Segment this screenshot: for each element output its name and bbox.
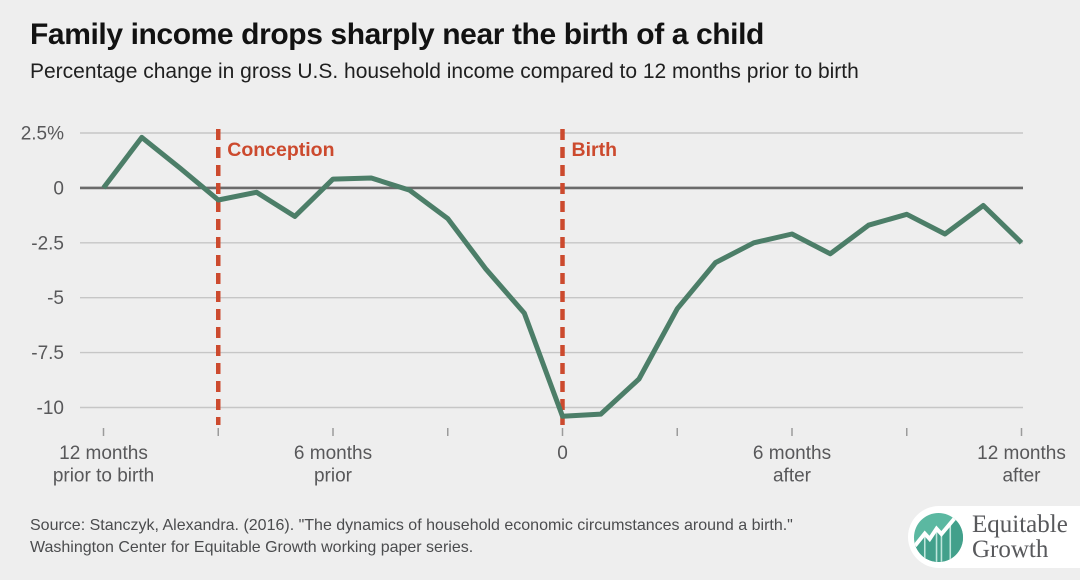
x-tick-label: 0: [557, 443, 568, 464]
x-tick-label: 12 months: [59, 443, 148, 464]
event-label: Conception: [227, 139, 334, 161]
y-tick-label: 2.5%: [21, 124, 64, 145]
logo-wordmark: Equitable Growth: [972, 512, 1068, 562]
line-chart-circle-icon: [913, 512, 964, 562]
source-citation-line2: Washington Center for Equitable Growth w…: [30, 539, 474, 556]
x-tick-label: 6 months: [294, 443, 372, 464]
income-change-line: [101, 134, 1024, 419]
x-tick-label: prior: [314, 466, 353, 487]
x-tick-label: after: [773, 466, 812, 487]
y-tick-label: -5: [47, 288, 64, 309]
x-tick-label: 6 months: [753, 443, 831, 464]
logo-word-growth: Growth: [972, 536, 1049, 563]
y-tick-label: 0: [53, 178, 64, 199]
source-citation-line1: Source: Stanczyk, Alexandra. (2016). "Th…: [30, 517, 793, 534]
y-tick-label: -2.5: [31, 233, 64, 254]
y-tick-label: -10: [37, 398, 64, 419]
x-tick-label: prior to birth: [53, 466, 154, 487]
x-tick-label: after: [1002, 466, 1041, 487]
page-subtitle: Percentage change in gross U.S. househol…: [30, 60, 859, 83]
page-title: Family income drops sharply near the bir…: [30, 18, 764, 51]
equitable-growth-logo: Equitable Growth: [908, 506, 1080, 568]
event-label: Birth: [572, 139, 618, 161]
y-tick-label: -7.5: [31, 343, 64, 364]
logo-word-equitable: Equitable: [972, 511, 1068, 538]
x-tick-label: 12 months: [977, 443, 1066, 464]
